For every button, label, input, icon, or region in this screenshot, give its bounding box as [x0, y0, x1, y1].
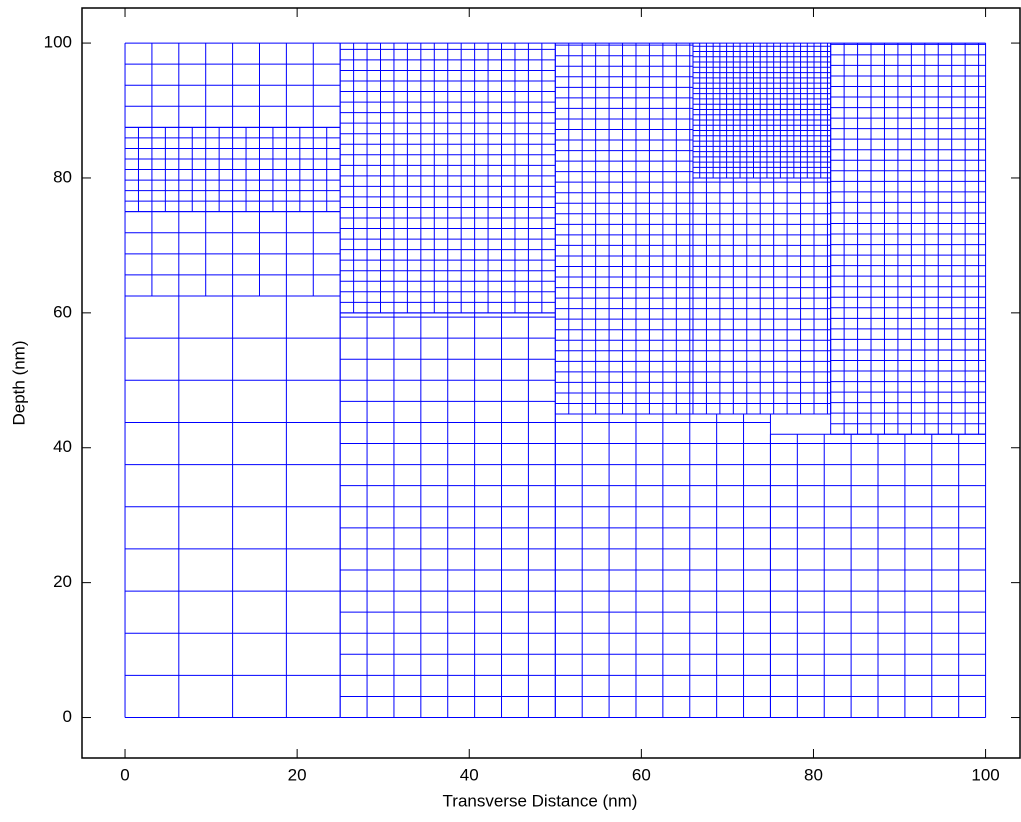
y-axis-label: Depth (nm)	[9, 340, 28, 425]
mesh-block	[554, 42, 694, 415]
mesh-block	[124, 211, 341, 297]
plot-frame	[81, 7, 1021, 759]
x-tick-label: 100	[971, 765, 999, 784]
x-axis-label: Transverse Distance (nm)	[443, 791, 638, 810]
y-tick-label: 60	[53, 302, 72, 321]
y-tick-label: 40	[53, 437, 72, 456]
mesh-block	[830, 42, 987, 435]
mesh-block	[124, 126, 341, 213]
mesh-block	[124, 295, 341, 719]
x-tick-label: 80	[804, 765, 823, 784]
y-tick-label: 0	[63, 707, 72, 726]
mesh-block	[339, 312, 556, 719]
y-tick-label: 100	[44, 33, 72, 52]
mesh-block	[339, 42, 556, 314]
mesh-block	[769, 433, 987, 719]
x-tick-label: 0	[120, 765, 129, 784]
x-tick-label: 20	[288, 765, 307, 784]
x-tick-label: 40	[460, 765, 479, 784]
x-tick-label: 60	[632, 765, 651, 784]
mesh-block	[692, 42, 832, 179]
mesh-block	[554, 413, 771, 719]
y-tick-label: 80	[53, 167, 72, 186]
mesh-block	[124, 42, 341, 128]
y-tick-label: 20	[53, 572, 72, 591]
mesh-block	[692, 177, 832, 415]
